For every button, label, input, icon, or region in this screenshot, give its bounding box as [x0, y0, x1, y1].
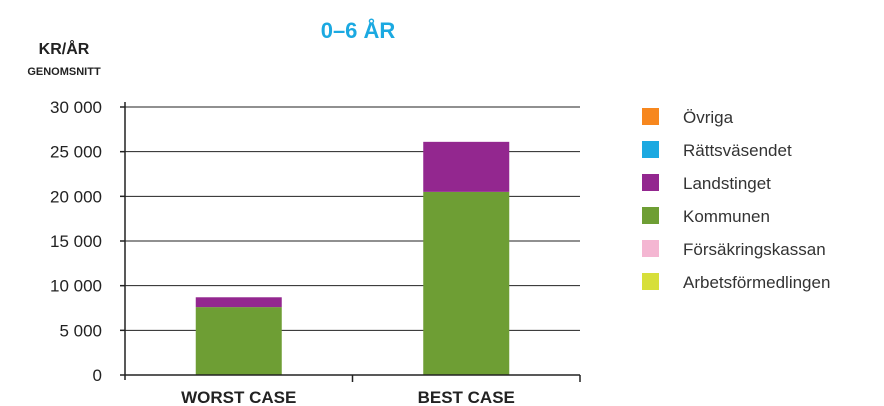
y-tick-label: 5 000 [59, 321, 102, 340]
legend-label: Kommunen [683, 207, 770, 226]
y-tick-labels: 0 5 000 10 000 15 000 20 000 25 000 30 000 [50, 98, 102, 385]
legend-swatch [642, 141, 659, 158]
y-axis-sublabel: GENOMSNITT [27, 66, 101, 78]
bars [196, 142, 510, 375]
bar-segment-kommunen [196, 307, 282, 375]
y-tick-label: 10 000 [50, 277, 102, 296]
y-tick-label: 15 000 [50, 232, 102, 251]
x-tick-labels: WORST CASE BEST CASE [181, 388, 515, 406]
y-tick-label: 0 [93, 366, 102, 385]
gridlines [120, 107, 580, 375]
legend-label: Arbetsförmedlingen [683, 273, 830, 292]
y-axis-label: KR/ÅR [39, 39, 90, 58]
legend-label: Försäkringskassan [683, 240, 826, 259]
legend: Övriga Rättsväsendet Landstinget Kommunen Fö… [642, 108, 830, 292]
y-tick-label: 25 000 [50, 143, 102, 162]
bar-segment-kommunen [423, 192, 509, 375]
chart-title: 0–6 ÅR [321, 17, 396, 43]
legend-label: Rättsväsendet [683, 141, 792, 160]
axes [125, 102, 580, 382]
legend-label: Landstinget [683, 174, 771, 193]
y-tick-label: 30 000 [50, 98, 102, 117]
bar-segment-landstinget [196, 297, 282, 307]
x-tick-label: WORST CASE [181, 388, 296, 406]
legend-swatch [642, 240, 659, 257]
legend-label: Övriga [683, 108, 734, 127]
legend-swatch [642, 273, 659, 290]
legend-swatch [642, 174, 659, 191]
legend-swatch [642, 207, 659, 224]
y-tick-label: 20 000 [50, 187, 102, 206]
x-tick-label: BEST CASE [418, 388, 515, 406]
legend-swatch [642, 108, 659, 125]
bar-segment-landstinget [423, 142, 509, 192]
